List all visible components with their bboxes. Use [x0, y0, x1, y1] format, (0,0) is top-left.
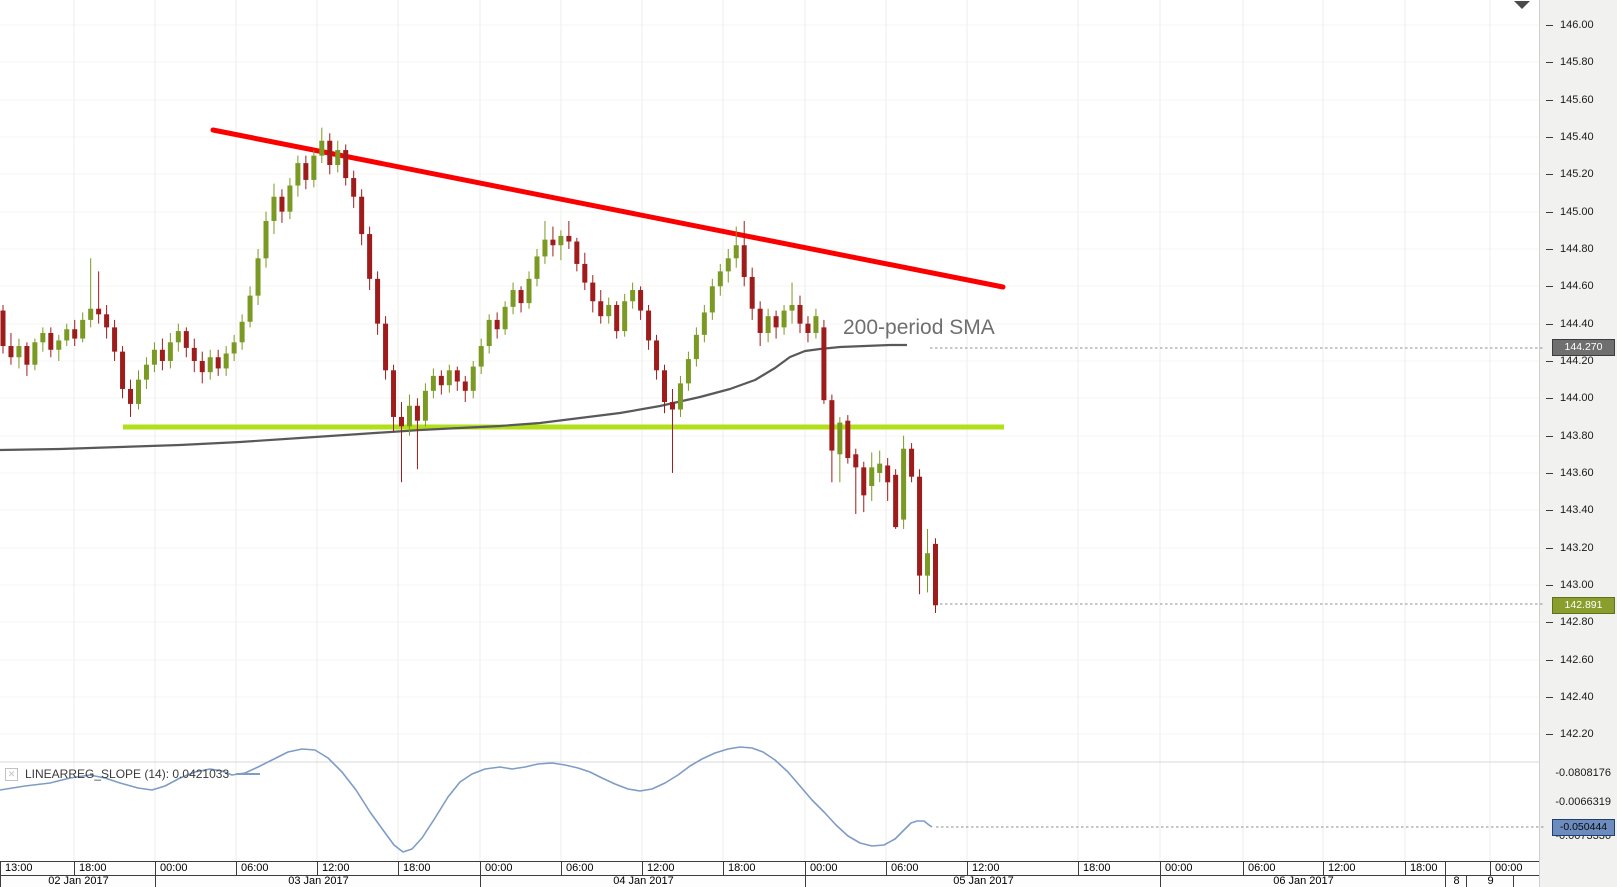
time-label: 18:00	[398, 862, 431, 875]
indicator-legend: ✕ LINEARREG_SLOPE (14): 0.0421033	[5, 767, 261, 781]
date-label: 03 Jan 2017	[155, 876, 481, 887]
time-label: 00:00	[480, 862, 513, 875]
time-label: 12:00	[967, 862, 1000, 875]
time-label: 06:00	[886, 862, 919, 875]
time-label: 12:00	[642, 862, 675, 875]
date-label: 05 Jan 2017	[805, 876, 1161, 887]
sma-line	[0, 343, 907, 452]
time-label: 18:00	[723, 862, 756, 875]
time-gridlines	[73, 0, 1491, 861]
indicator-legend-label: LINEARREG_SLOPE (14): 0.0421033	[25, 767, 230, 781]
indicator-checkbox-icon[interactable]: ✕	[5, 767, 18, 781]
time-label: 18:00	[74, 862, 107, 875]
indicator-line-swatch	[236, 773, 261, 775]
time-axis[interactable]: 13:00 18:00 00:00 06:00 12:00 18:00 00:00 06:00…	[0, 861, 1539, 887]
time-label: 06:00	[561, 862, 594, 875]
price-axis-strip[interactable]	[1539, 0, 1617, 887]
time-label: 00:00	[1490, 862, 1523, 875]
candles-series	[0, 127, 938, 613]
linearreg-slope-line	[0, 746, 933, 853]
sma-price-tag: 144.270	[1552, 339, 1615, 356]
time-label: 06:00	[236, 862, 269, 875]
time-label	[1445, 862, 1450, 875]
scroll-to-latest-icon[interactable]	[1514, 1, 1530, 9]
price-gridlines	[0, 24, 1539, 735]
time-label: 13:00	[0, 862, 33, 875]
time-label: 06:00	[1243, 862, 1276, 875]
date-label: 9	[1466, 876, 1514, 887]
date-label: 04 Jan 2017	[480, 876, 806, 887]
date-labels-row: 02 Jan 2017 03 Jan 2017 04 Jan 2017 05 Jan …	[0, 876, 1539, 887]
date-label: 06 Jan 2017	[1160, 876, 1446, 887]
time-label: 00:00	[155, 862, 188, 875]
last-price-tag: 142.891	[1552, 597, 1615, 614]
date-label: 02 Jan 2017	[0, 876, 156, 887]
sma-annotation: 200-period SMA	[843, 316, 995, 339]
time-label: 18:00	[1078, 862, 1111, 875]
date-label	[1513, 876, 1540, 887]
time-labels-row: 13:00 18:00 00:00 06:00 12:00 18:00 00:00 06:00…	[0, 862, 1539, 876]
time-label: 00:00	[1160, 862, 1193, 875]
indicator-value-tag: -0.050444	[1552, 819, 1615, 836]
date-label: 8	[1445, 876, 1467, 887]
time-label: 00:00	[805, 862, 838, 875]
time-label: 12:00	[1323, 862, 1356, 875]
time-label: 12:00	[317, 862, 350, 875]
time-label: 18:00	[1405, 862, 1438, 875]
